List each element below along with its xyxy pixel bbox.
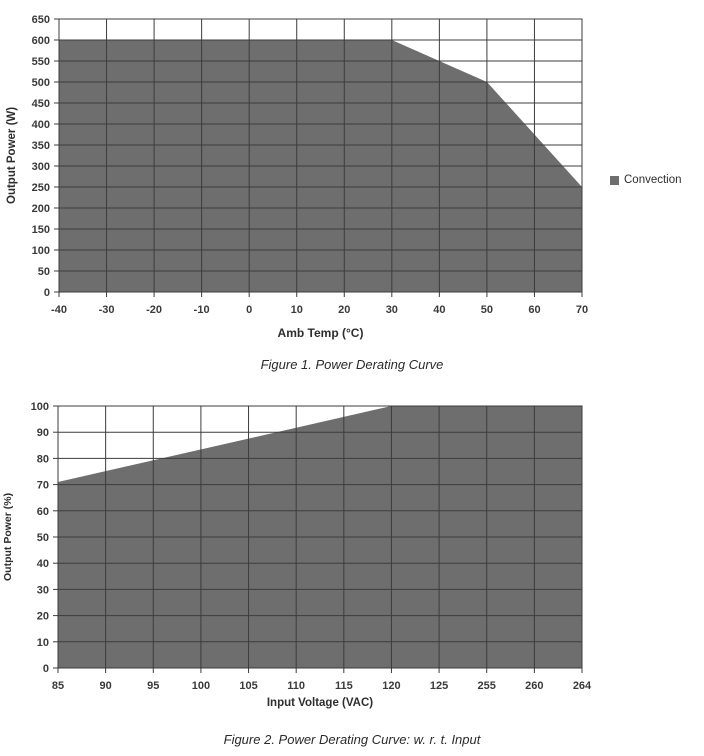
- y-tick-label: 250: [32, 182, 50, 194]
- y-tick-label: 550: [32, 56, 50, 68]
- convection-series-swatch-icon: [610, 175, 619, 185]
- y-tick-label: 450: [32, 98, 50, 110]
- y-tick-label: 0: [44, 287, 50, 299]
- x-tick-label: 260: [525, 680, 543, 692]
- y-tick-label: 600: [32, 35, 50, 47]
- figure-2-caption: Figure 2. Power Derating Curve: w. r. t.…: [223, 732, 481, 747]
- x-tick-label: 264: [573, 680, 592, 692]
- y-tick-label: 30: [37, 584, 49, 596]
- y-tick-label: 60: [37, 506, 49, 518]
- y-tick-label: 40: [37, 558, 49, 570]
- figure-1-y-axis-title: Output Power (W): [6, 106, 18, 205]
- figure-2-x-axis-title: Input Voltage (VAC): [266, 697, 374, 709]
- plot-border: [58, 18, 583, 293]
- y-tick-label: 80: [37, 453, 49, 465]
- y-tick-label: 200: [32, 203, 50, 215]
- x-tick-label: 100: [192, 680, 210, 692]
- y-tick-label: 650: [32, 14, 50, 26]
- y-tick-label: 20: [37, 611, 49, 623]
- x-tick-label: 20: [338, 304, 350, 316]
- x-tick-label: -10: [194, 304, 210, 316]
- x-tick-label: -30: [99, 304, 115, 316]
- x-tick-label: 40: [433, 304, 445, 316]
- x-tick-label: 85: [52, 680, 64, 692]
- y-tick-label: 10: [37, 637, 49, 649]
- y-tick-label: 100: [32, 245, 50, 257]
- figure-2-plot-area: 85 90 95 100 105 110 115 120 125 255 260 264 0 10 20 30…: [31, 401, 592, 692]
- x-tick-label: 125: [430, 680, 448, 692]
- y-tick-label: 100: [31, 401, 49, 413]
- plot-border: [57, 405, 583, 669]
- x-tick-label: 0: [246, 304, 252, 316]
- figure-2-y-axis-title: Output Power (%): [2, 492, 14, 582]
- x-tick-label: 60: [528, 304, 540, 316]
- y-tick-label: 150: [32, 224, 50, 236]
- convection-series-label: Convection: [624, 174, 682, 186]
- x-tick-label: 95: [147, 680, 159, 692]
- figure-1-x-axis-title: Amb Temp (°C): [277, 326, 364, 340]
- x-tick-label: 120: [382, 680, 400, 692]
- y-tick-label: 300: [32, 161, 50, 173]
- figure-1-legend: Convection: [610, 174, 682, 186]
- x-tick-label: 110: [287, 680, 305, 692]
- x-tick-label: 90: [100, 680, 112, 692]
- x-tick-label: 50: [481, 304, 493, 316]
- y-tick-label: 90: [37, 427, 49, 439]
- y-tick-label: 400: [32, 119, 50, 131]
- y-tick-label: 350: [32, 140, 50, 152]
- figure-1-plot-area: -40 -30 -20 -10 0 10 20 30 40 50 60 70 0 50 100 150 200 2…: [32, 14, 588, 316]
- x-tick-label: 255: [478, 680, 496, 692]
- y-tick-label: 50: [38, 266, 50, 278]
- x-tick-label: -40: [51, 304, 67, 316]
- x-tick-label: 115: [335, 680, 353, 692]
- x-tick-label: 70: [576, 304, 588, 316]
- x-tick-label: 10: [291, 304, 303, 316]
- y-tick-label: 50: [37, 532, 49, 544]
- y-tick-label: 500: [32, 77, 50, 89]
- x-tick-label: -20: [146, 304, 162, 316]
- figure-1-caption: Figure 1. Power Derating Curve: [260, 357, 444, 372]
- x-tick-label: 30: [386, 304, 398, 316]
- x-tick-label: 105: [239, 680, 257, 692]
- y-tick-label: 70: [37, 480, 49, 492]
- y-tick-label: 0: [43, 663, 49, 675]
